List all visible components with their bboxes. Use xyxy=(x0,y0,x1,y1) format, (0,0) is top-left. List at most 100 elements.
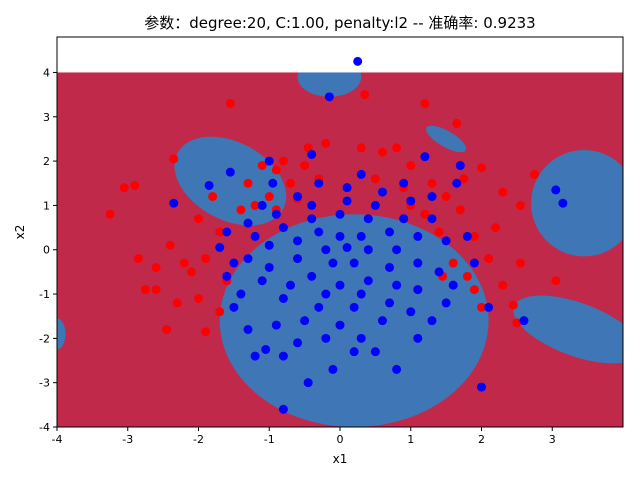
data-point-class1 xyxy=(462,231,472,241)
data-point-class1 xyxy=(356,169,366,179)
data-point-class1 xyxy=(268,178,278,188)
data-point-class1 xyxy=(392,280,402,290)
data-point-class0 xyxy=(119,183,129,193)
data-point-class1 xyxy=(257,200,267,210)
data-point-class1 xyxy=(278,351,288,361)
x-axis-label: x1 xyxy=(333,452,348,466)
data-point-class0 xyxy=(370,174,380,184)
chart-title: 参数：degree:20, C:1.00, penalty:l2 -- 准确率:… xyxy=(144,14,535,32)
data-point-class1 xyxy=(484,302,494,312)
data-point-class1 xyxy=(370,347,380,357)
data-point-class1 xyxy=(293,192,303,202)
data-point-class1 xyxy=(392,364,402,374)
data-point-class1 xyxy=(293,338,303,348)
data-point-class0 xyxy=(469,231,479,241)
data-point-class0 xyxy=(172,298,182,308)
data-point-class1 xyxy=(278,293,288,303)
data-point-class1 xyxy=(342,183,352,193)
data-point-class0 xyxy=(477,163,486,173)
data-point-class0 xyxy=(512,318,522,328)
data-point-class1 xyxy=(519,316,529,326)
data-point-class0 xyxy=(551,276,561,286)
data-point-class0 xyxy=(186,267,196,277)
data-point-class0 xyxy=(462,271,472,281)
x-tick-label: 1 xyxy=(407,433,414,446)
data-point-class1 xyxy=(236,289,246,299)
y-tick-label: -2 xyxy=(39,332,50,345)
data-point-class1 xyxy=(264,156,274,166)
data-point-class0 xyxy=(285,178,295,188)
data-point-class0 xyxy=(201,254,211,264)
data-point-class1 xyxy=(413,231,423,241)
data-point-class1 xyxy=(377,187,387,197)
data-point-class1 xyxy=(452,178,462,188)
data-point-class1 xyxy=(324,92,334,102)
data-point-class1 xyxy=(285,280,295,290)
data-point-class1 xyxy=(303,378,313,388)
data-point-class0 xyxy=(406,161,416,171)
data-point-class0 xyxy=(441,192,451,202)
y-tick-label: -4 xyxy=(39,421,50,434)
data-point-class0 xyxy=(434,227,444,237)
data-point-class0 xyxy=(377,147,387,157)
data-point-class1 xyxy=(222,271,232,281)
data-point-class1 xyxy=(257,276,267,286)
data-point-class0 xyxy=(236,205,246,215)
data-point-class1 xyxy=(558,198,568,208)
data-point-class0 xyxy=(420,98,430,108)
data-point-class1 xyxy=(225,167,235,177)
data-point-class0 xyxy=(484,254,494,264)
data-point-class1 xyxy=(356,333,366,343)
data-point-class0 xyxy=(300,161,310,171)
data-point-class0 xyxy=(133,254,143,264)
data-point-class0 xyxy=(459,174,469,184)
data-point-class1 xyxy=(370,200,380,210)
data-point-class0 xyxy=(448,258,458,268)
plot-area xyxy=(57,37,623,427)
data-point-class1 xyxy=(363,245,373,255)
data-point-class0 xyxy=(208,192,218,202)
data-point-class0 xyxy=(201,327,211,337)
data-point-class1 xyxy=(349,347,359,357)
data-point-class1 xyxy=(469,258,479,268)
data-point-class1 xyxy=(363,276,373,286)
data-point-class1 xyxy=(243,254,253,264)
data-point-class1 xyxy=(307,214,317,224)
data-point-class1 xyxy=(222,227,232,237)
data-point-class1 xyxy=(307,200,317,210)
data-point-class1 xyxy=(392,245,402,255)
data-point-class0 xyxy=(243,178,253,188)
data-point-class1 xyxy=(349,302,359,312)
data-point-class1 xyxy=(377,316,387,326)
unclassified-band xyxy=(57,37,623,73)
data-point-class1 xyxy=(314,227,324,237)
x-axis: -4 -3 -2 -1 0 1 2 3 xyxy=(52,427,556,446)
data-point-class1 xyxy=(399,214,409,224)
y-tick-label: 1 xyxy=(43,199,50,212)
data-point-class1 xyxy=(229,302,239,312)
x-tick-label: -1 xyxy=(264,433,275,446)
data-point-class1 xyxy=(278,223,288,233)
data-point-class0 xyxy=(508,300,518,310)
data-point-class1 xyxy=(271,320,281,330)
x-tick-label: 3 xyxy=(549,433,556,446)
x-tick-label: 2 xyxy=(478,433,485,446)
data-point-class1 xyxy=(427,192,437,202)
data-point-class1 xyxy=(441,236,451,246)
y-axis: -4 -3 -2 -1 0 1 2 3 4 xyxy=(39,66,57,434)
data-point-class1 xyxy=(413,258,423,268)
data-point-class1 xyxy=(271,209,281,219)
data-point-class1 xyxy=(406,307,416,317)
data-point-class0 xyxy=(194,214,203,224)
data-point-class0 xyxy=(151,285,161,295)
y-tick-label: 0 xyxy=(43,244,50,257)
data-point-class1 xyxy=(264,240,274,250)
data-point-class1 xyxy=(321,245,331,255)
data-point-class0 xyxy=(515,258,525,268)
data-point-class1 xyxy=(314,178,324,188)
data-point-class1 xyxy=(406,196,416,206)
data-point-class1 xyxy=(300,316,310,326)
data-point-class1 xyxy=(413,333,423,343)
data-point-class0 xyxy=(477,302,486,312)
data-point-class1 xyxy=(427,214,437,224)
